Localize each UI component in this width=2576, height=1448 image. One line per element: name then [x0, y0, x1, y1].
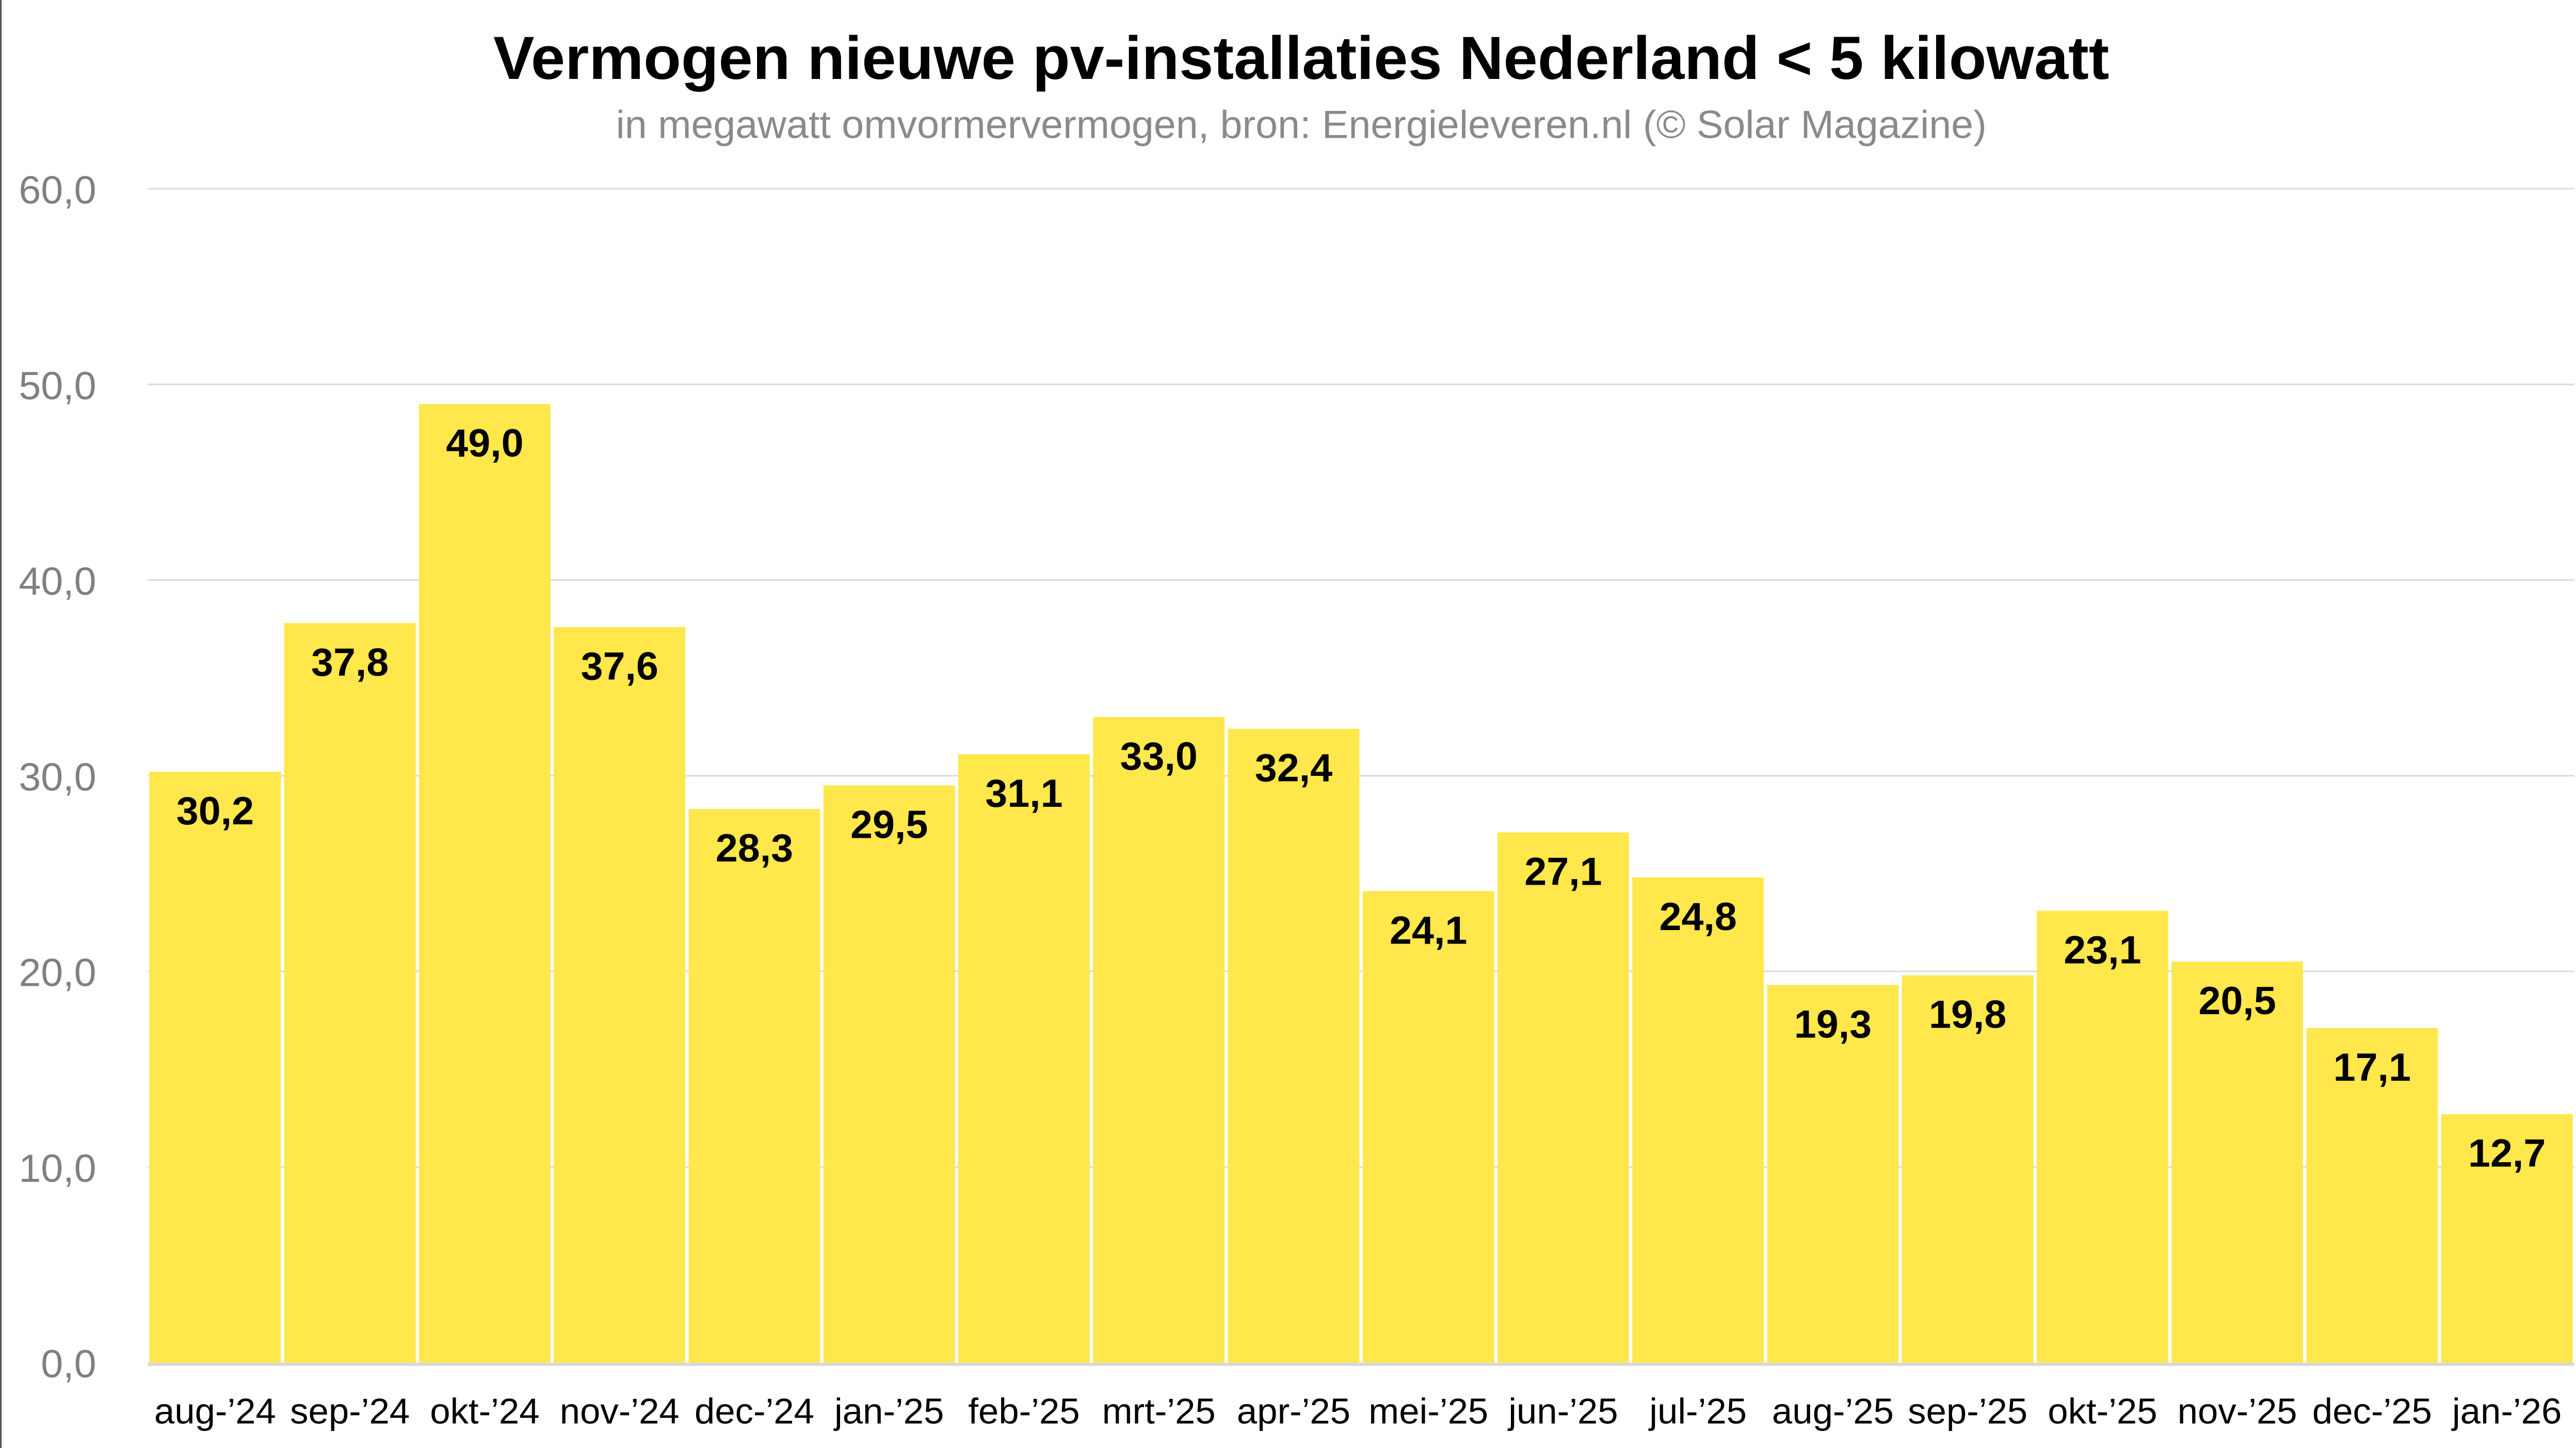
bar — [1093, 717, 1225, 1363]
x-tick-label: aug-’24 — [154, 1391, 276, 1431]
data-label: 29,5 — [850, 803, 928, 847]
x-tick-label: feb-’25 — [968, 1391, 1080, 1431]
x-tick-label: nov-’24 — [560, 1391, 680, 1431]
y-tick-label: 10,0 — [19, 1146, 96, 1191]
data-label: 28,3 — [716, 826, 793, 870]
bar — [823, 785, 955, 1363]
y-tick-label: 0,0 — [41, 1342, 96, 1387]
bar — [284, 623, 416, 1363]
x-tick-label: jun-’25 — [1507, 1391, 1618, 1431]
data-label: 37,6 — [581, 644, 658, 689]
bar — [958, 754, 1090, 1363]
data-label: 27,1 — [1524, 850, 1602, 894]
data-label: 37,8 — [311, 640, 389, 685]
data-label: 20,5 — [2199, 979, 2276, 1023]
x-tick-label: okt-’25 — [2048, 1391, 2157, 1431]
bar — [1767, 985, 1899, 1363]
x-tick-label: apr-’25 — [1237, 1391, 1350, 1431]
chart-title: Vermogen nieuwe pv-installaties Nederlan… — [493, 24, 2109, 92]
data-label: 24,8 — [1660, 894, 1737, 939]
data-label: 33,0 — [1120, 734, 1198, 778]
x-tick-label: jan-’25 — [833, 1391, 944, 1431]
x-tick-label: okt-’24 — [430, 1391, 539, 1431]
data-label: 19,3 — [1794, 1002, 1872, 1047]
bar — [2171, 962, 2304, 1363]
data-label: 19,8 — [1929, 993, 2006, 1037]
bar — [1632, 877, 1764, 1363]
y-tick-label: 60,0 — [19, 168, 96, 213]
x-tick-label: mei-’25 — [1369, 1391, 1488, 1431]
bar — [688, 809, 820, 1363]
data-label: 31,1 — [985, 771, 1062, 816]
data-label: 24,1 — [1390, 908, 1467, 953]
x-tick-label: mrt-’25 — [1102, 1391, 1216, 1431]
data-label: 30,2 — [176, 789, 254, 833]
x-tick-label: aug-’25 — [1772, 1391, 1894, 1431]
data-label: 12,7 — [2468, 1131, 2546, 1176]
x-tick-label: sep-’25 — [1908, 1391, 2027, 1431]
x-tick-label: dec-’24 — [695, 1391, 814, 1431]
data-label: 17,1 — [2333, 1045, 2411, 1089]
x-tick-label: nov-’25 — [2178, 1391, 2297, 1431]
bar — [1362, 891, 1494, 1363]
bar — [2306, 1028, 2438, 1363]
chart-subtitle: in megawatt omvormervermogen, bron: Ener… — [616, 103, 1987, 147]
data-label: 23,1 — [2064, 928, 2141, 972]
y-tick-label: 40,0 — [19, 560, 96, 604]
bar — [554, 627, 686, 1363]
x-tick-label: jan-’26 — [2451, 1391, 2562, 1431]
bar — [2441, 1114, 2573, 1363]
bar — [1228, 728, 1360, 1363]
data-label: 49,0 — [446, 421, 523, 465]
bar — [418, 404, 551, 1363]
y-tick-label: 30,0 — [19, 755, 96, 800]
data-label: 32,4 — [1255, 746, 1333, 790]
bar — [149, 772, 281, 1363]
x-tick-label: sep-’24 — [290, 1391, 410, 1431]
bar — [1497, 832, 1629, 1363]
y-tick-label: 50,0 — [19, 364, 96, 408]
bar — [2036, 910, 2168, 1363]
x-tick-label: jul-’25 — [1648, 1391, 1747, 1431]
y-tick-label: 20,0 — [19, 951, 96, 995]
x-tick-label: dec-’25 — [2312, 1391, 2432, 1431]
bar — [1902, 975, 2034, 1363]
